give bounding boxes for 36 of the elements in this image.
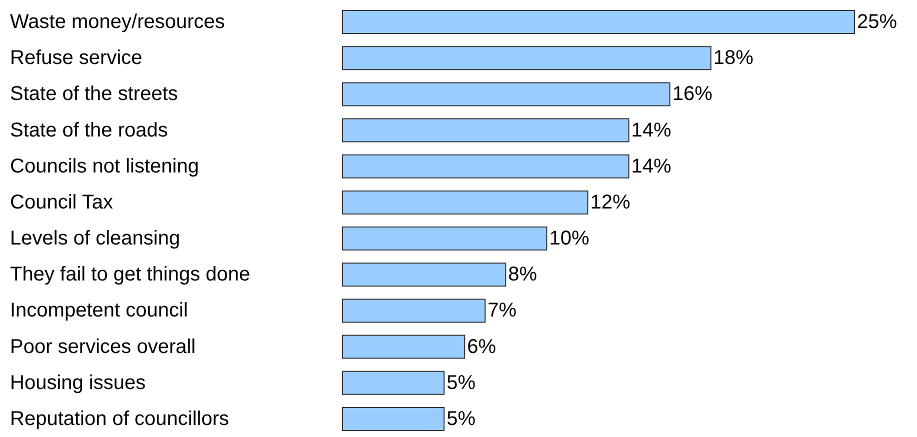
- bar: [342, 262, 506, 287]
- y-tick-label: Housing issues: [10, 372, 146, 394]
- bar: [342, 46, 712, 70]
- data-label: 25%: [857, 11, 898, 34]
- bar: [342, 82, 670, 106]
- y-tick-label: Council Tax: [10, 191, 114, 214]
- bar: [342, 370, 445, 395]
- data-label: 16%: [672, 83, 713, 106]
- y-tick-label: They fail to get things done: [10, 264, 250, 286]
- bar: [342, 334, 466, 359]
- data-label: 7%: [488, 300, 517, 322]
- bar: [342, 118, 630, 142]
- data-label: 18%: [713, 47, 754, 70]
- y-tick-label: Refuse service: [10, 47, 142, 70]
- data-label: 8%: [508, 264, 538, 286]
- bar: [342, 190, 588, 214]
- y-tick-label: Councils not listening: [10, 155, 199, 178]
- bar: [342, 406, 445, 431]
- bar: [342, 10, 855, 34]
- y-tick-label: Levels of cleansing: [10, 228, 180, 250]
- data-label: 14%: [631, 155, 672, 178]
- y-tick-label: State of the streets: [10, 83, 178, 106]
- data-label: 5%: [446, 372, 476, 394]
- bar: [342, 226, 548, 251]
- bar: [342, 154, 630, 178]
- y-tick-label: Reputation of councillors: [10, 408, 230, 430]
- y-tick-label: State of the roads: [10, 119, 168, 142]
- bar: [342, 298, 486, 323]
- y-tick-label: Waste money/resources: [10, 11, 225, 34]
- y-tick-label: Incompetent council: [10, 300, 188, 322]
- data-label: 6%: [467, 336, 496, 358]
- data-label: 10%: [549, 228, 590, 250]
- data-label: 5%: [446, 408, 476, 430]
- data-label: 12%: [590, 191, 630, 214]
- y-tick-label: Poor services overall: [10, 336, 196, 358]
- data-label: 14%: [631, 119, 672, 142]
